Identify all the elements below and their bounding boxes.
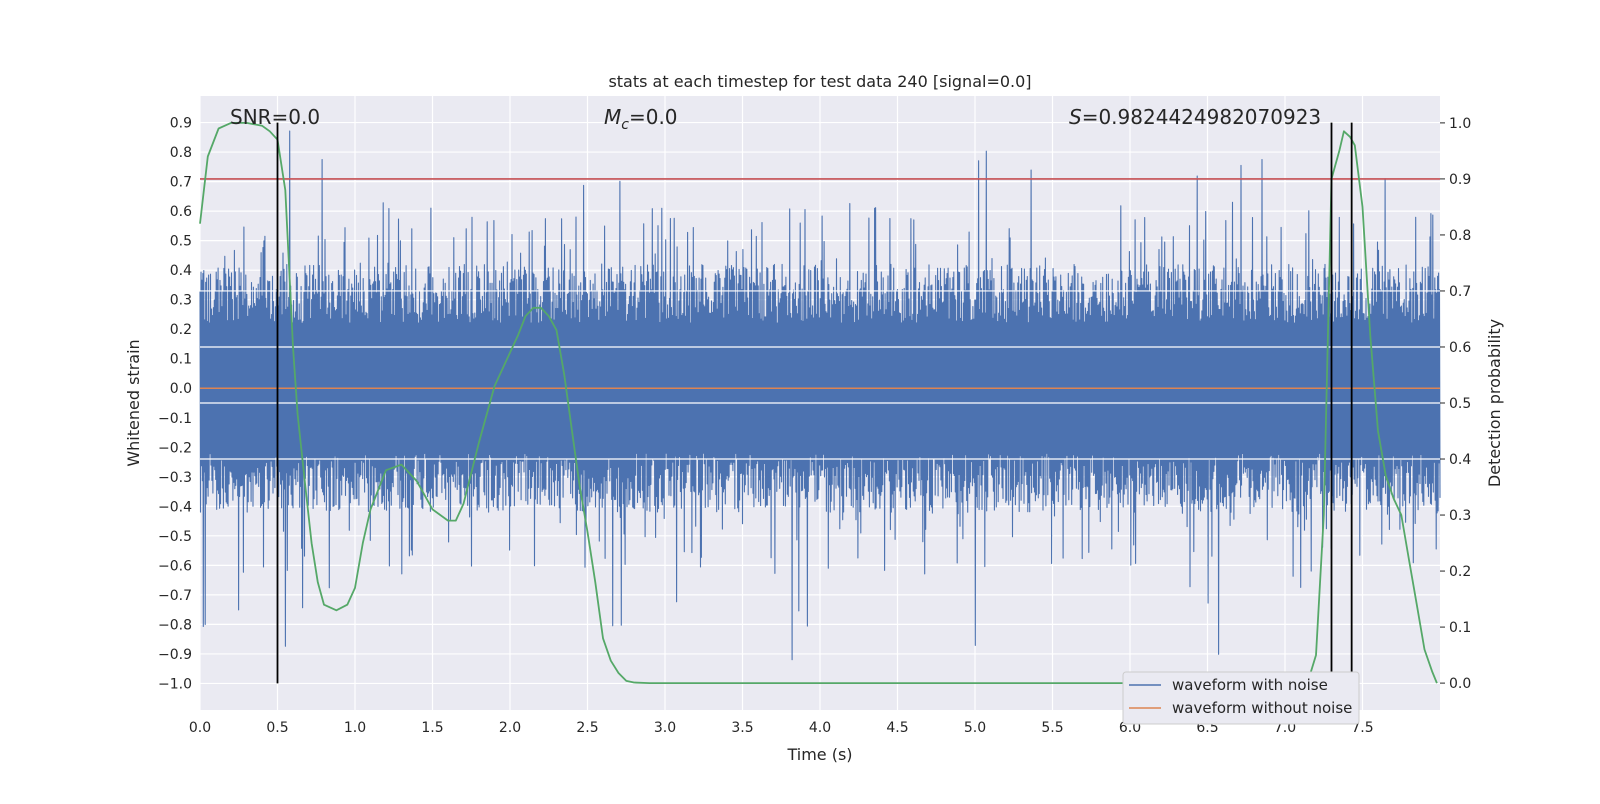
- score-symbol: S: [1069, 105, 1082, 129]
- x-tick-label: 4.5: [886, 720, 908, 736]
- chirp-mass-annotation: Mc=0.0: [604, 105, 678, 133]
- right-y-tick-label: 0.3: [1449, 508, 1471, 524]
- left-y-tick-label: −0.8: [158, 617, 192, 633]
- x-tick-label: 1.0: [344, 720, 366, 736]
- left-y-axis-label: Whitened strain: [124, 339, 143, 466]
- score-annotation: S=0.9824424982070923: [1069, 105, 1321, 129]
- chirp-mass-symbol: M: [604, 105, 621, 129]
- left-y-tick-label: −1.0: [158, 676, 192, 692]
- right-y-tick-label: 0.6: [1449, 340, 1471, 356]
- x-tick-label: 2.5: [576, 720, 598, 736]
- right-y-tick-label: 0.5: [1449, 396, 1471, 412]
- x-tick-label: 0.5: [266, 720, 288, 736]
- chart-title: stats at each timestep for test data 240…: [608, 72, 1031, 91]
- x-tick-label: 5.0: [964, 720, 986, 736]
- legend-label-clean: waveform without noise: [1172, 699, 1352, 717]
- left-y-tick-label: 0.0: [170, 381, 192, 397]
- right-y-tick-label: 0.0: [1449, 676, 1471, 692]
- legend-box: [1122, 671, 1360, 725]
- x-tick-label: 4.0: [809, 720, 831, 736]
- legend-label-noisy: waveform with noise: [1172, 676, 1328, 694]
- score-value: =0.9824424982070923: [1082, 105, 1321, 129]
- left-y-tick-label: 0.3: [170, 293, 192, 309]
- left-y-tick-label: −0.2: [158, 440, 192, 456]
- left-y-tick-label: 0.6: [170, 204, 192, 220]
- x-tick-label: 3.0: [654, 720, 676, 736]
- right-y-tick-label: 0.1: [1449, 620, 1471, 636]
- x-axis-ticks: 0.0 0.5 1.0 1.5 2.0 2.5 3.0 3.5 4.0 4.5 5.0 5.5 6.0 6…: [189, 720, 1374, 736]
- x-tick-label: 1.5: [421, 720, 443, 736]
- right-y-tick-label: 0.8: [1449, 228, 1471, 244]
- left-y-tick-label: 0.2: [170, 322, 192, 338]
- chirp-mass-subscript: c: [621, 117, 629, 133]
- left-axis-ticks: 0.9 0.8 0.7 0.6 0.5 0.4 0.3 0.2 0.1 0.0 −0.1 −0.2 −0…: [158, 116, 192, 693]
- left-y-tick-label: 0.7: [170, 175, 192, 191]
- right-y-tick-label: 1.0: [1449, 116, 1471, 132]
- left-y-tick-label: 0.9: [170, 116, 192, 132]
- left-y-tick-label: −0.7: [158, 588, 192, 604]
- right-y-axis-label: Detection probability: [1485, 319, 1504, 487]
- left-y-tick-label: −0.6: [158, 558, 192, 574]
- right-y-tick-label: 0.4: [1449, 452, 1471, 468]
- left-y-tick-label: 0.1: [170, 352, 192, 368]
- left-y-tick-label: −0.3: [158, 470, 192, 486]
- right-y-tick-label: 0.2: [1449, 564, 1471, 580]
- right-y-tick-label: 0.9: [1449, 172, 1471, 188]
- detection-vlines: [276, 122, 1353, 684]
- chirp-mass-value: =0.0: [629, 105, 678, 129]
- x-tick-label: 5.5: [1041, 720, 1063, 736]
- left-y-tick-label: 0.4: [170, 263, 192, 279]
- x-tick-label: 2.0: [499, 720, 521, 736]
- legend: waveform with noise waveform without noi…: [1122, 671, 1360, 725]
- right-axis-ticks: 1.0 0.9 0.8 0.7 0.6 0.5 0.4 0.3 0.2 0.1 0.0: [1440, 116, 1471, 692]
- x-tick-label: 3.5: [731, 720, 753, 736]
- right-y-tick-label: 0.7: [1449, 284, 1471, 300]
- left-y-tick-label: −0.9: [158, 647, 192, 663]
- x-tick-label: 0.0: [189, 720, 211, 736]
- left-y-tick-label: −0.5: [158, 529, 192, 545]
- snr-annotation: SNR=0.0: [230, 105, 320, 129]
- left-y-tick-label: 0.8: [170, 145, 192, 161]
- left-y-tick-label: 0.5: [170, 234, 192, 250]
- left-y-tick-label: −0.4: [158, 499, 192, 515]
- x-axis-label: Time (s): [786, 745, 852, 764]
- left-y-tick-label: −0.1: [158, 411, 192, 427]
